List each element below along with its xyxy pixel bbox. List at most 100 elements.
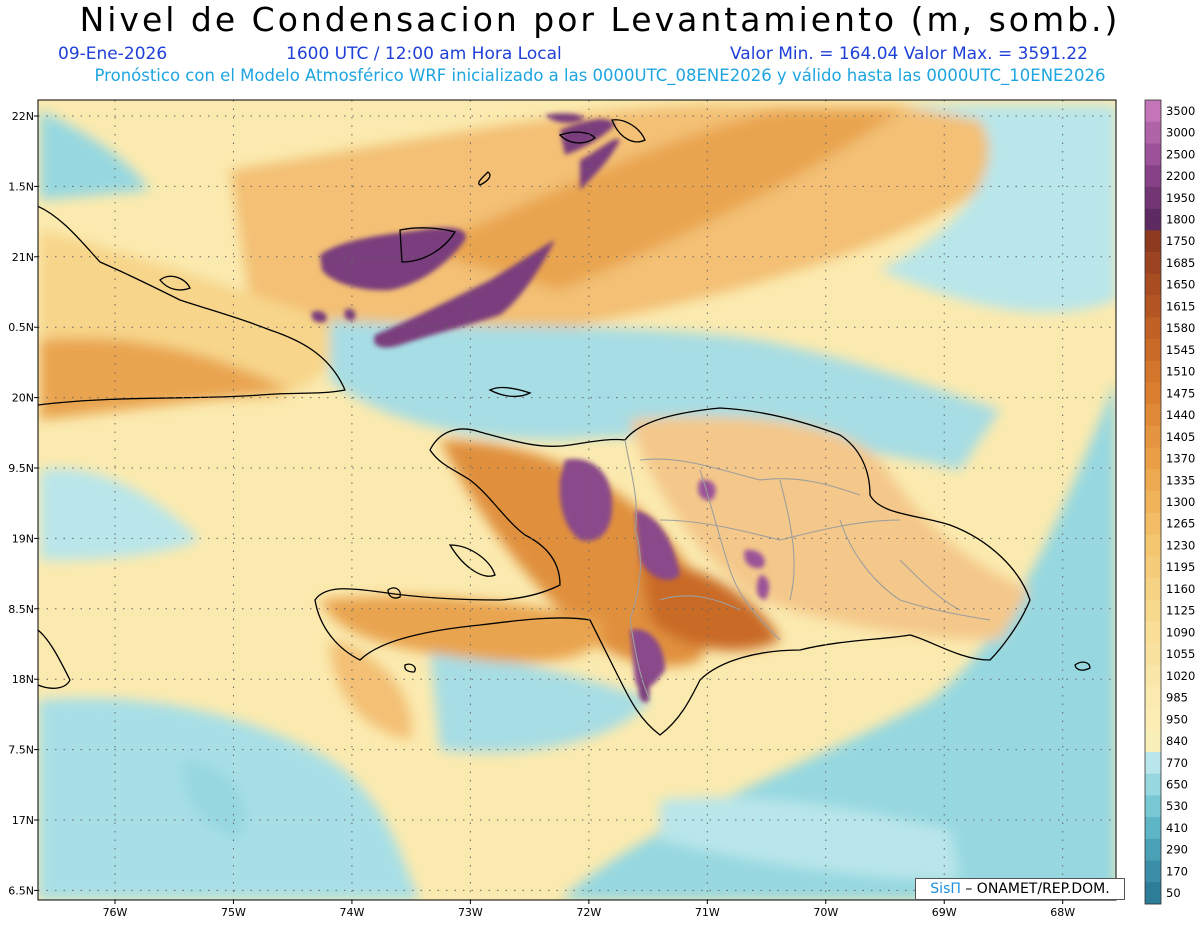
colorbar-label: 770 [1166,756,1188,770]
colorbar-swatch [1145,860,1161,883]
colorbar-label: 1950 [1166,191,1195,205]
colorbar-label: 1510 [1166,365,1195,379]
colorbar-label: 1440 [1166,408,1195,422]
lat-label: 17N [12,814,34,827]
chart-title: Nivel de Condensacion por Levantamiento … [79,0,1121,39]
colorbar: 3500 3000 2500 2200 1950 1800 1750 1685 1650 1615… [1144,99,1195,905]
colorbar-swatch [1145,578,1161,601]
credit-box: SisΠ – ONAMET/REP.DOM. [915,878,1125,900]
lat-label: 8.5N [8,603,34,616]
forecast-time: 1600 UTC / 12:00 am Hora Local [286,44,562,64]
colorbar-label: 2200 [1166,169,1195,183]
lat-label: 0.5N [8,321,34,334]
colorbar-swatch [1145,882,1161,905]
lon-label: 70W [813,906,838,919]
colorbar-swatch [1145,643,1161,666]
colorbar-label: 170 [1166,864,1188,878]
colorbar-swatch [1145,838,1161,861]
colorbar-swatch [1145,186,1161,209]
colorbar-swatch [1145,425,1161,448]
colorbar-swatch [1145,534,1161,557]
colorbar-swatch [1145,360,1161,383]
colorbar-label: 1335 [1166,473,1195,487]
colorbar-label: 985 [1166,691,1188,705]
lon-label: 76W [103,906,128,919]
longitude-labels: 76W 75W 74W 73W 72W 71W 70W 69W 68W [103,906,1076,919]
lon-label: 69W [932,906,957,919]
lon-label: 68W [1050,906,1075,919]
coastlines [38,119,1091,736]
colorbar-swatch [1145,143,1161,166]
colorbar-swatch [1145,273,1161,296]
colorbar-swatch [1145,664,1161,688]
province-borders [624,439,991,701]
colorbar-label: 1615 [1166,299,1195,313]
colorbar-swatch [1145,404,1161,427]
colorbar-label: 950 [1166,712,1188,726]
colorbar-label: 3000 [1166,126,1195,140]
lat-label: 9.5N [8,462,34,475]
lon-label: 74W [339,906,364,919]
lon-label: 72W [576,906,601,919]
colorbar-label: 1160 [1166,582,1195,596]
lat-label: 1.5N [8,180,34,193]
colorbar-swatch [1145,382,1161,405]
colorbar-swatch [1145,751,1161,774]
colorbar-label: 1230 [1166,538,1195,552]
lon-label: 73W [458,906,483,919]
colorbar-label: 1685 [1166,256,1195,270]
colorbar-swatch [1145,317,1161,340]
colorbar-label: 650 [1166,777,1188,791]
lat-label: 7.5N [8,744,34,757]
colorbar-swatch [1145,165,1161,188]
colorbar-swatch [1145,295,1161,318]
colorbar-swatch [1145,599,1161,622]
colorbar-swatch [1145,121,1161,144]
colorbar-label: 1750 [1166,234,1195,248]
colorbar-label: 1800 [1166,213,1195,227]
colorbar-frame [1144,99,1162,905]
colorbar-swatch [1145,773,1161,796]
lat-label: 20N [12,392,34,405]
colorbar-label: 2500 [1166,147,1195,161]
latitude-labels: 22N 1.5N 21N 0.5N 20N 9.5N 19N 8.5N 18N 7.5N 17N 6.… [8,110,34,897]
lon-label: 71W [695,906,720,919]
colorbar-label: 530 [1166,799,1188,813]
colorbar-label: 1055 [1166,647,1195,661]
colorbar-swatch [1145,730,1161,753]
colorbar-swatch [1145,817,1161,840]
colorbar-swatch [1145,708,1161,731]
colorbar-swatch [1145,512,1161,535]
colorbar-label: 1405 [1166,430,1195,444]
colorbar-swatch [1145,556,1161,579]
colorbar-label: 290 [1166,843,1188,857]
lon-label: 75W [221,906,246,919]
colorbar-label: 1545 [1166,343,1195,357]
credit-text: – ONAMET/REP.DOM. [965,881,1110,897]
colorbar-label: 1265 [1166,517,1195,531]
lat-label: 18N [12,673,34,686]
plot-frame [37,99,1117,901]
colorbar-swatch [1145,208,1161,231]
colorbar-swatch [1145,252,1161,275]
forecast-date: 09-Ene-2026 [58,44,168,64]
colorbar-label: 1650 [1166,278,1195,292]
colorbar-swatch [1145,339,1161,362]
value-range: Valor Min. = 164.04 Valor Max. = 3591.22 [730,44,1088,64]
lat-label: 6.5N [8,884,34,897]
colorbar-label: 3500 [1166,104,1195,118]
colorbar-swatch [1145,795,1161,818]
lcl-field [38,100,1116,900]
lat-label: 19N [12,532,34,545]
colorbar-swatch [1145,491,1161,514]
colorbar-label: 840 [1166,734,1188,748]
model-info: Pronóstico con el Modelo Atmosférico WRF… [94,66,1106,85]
colorbar-swatch [1145,469,1161,492]
colorbar-label: 1370 [1166,452,1195,466]
lat-label: 21N [12,251,34,264]
lat-lon-grid [34,100,1116,904]
colorbar-label: 50 [1166,886,1181,900]
colorbar-swatch [1145,447,1161,470]
colorbar-label: 1020 [1166,669,1195,683]
